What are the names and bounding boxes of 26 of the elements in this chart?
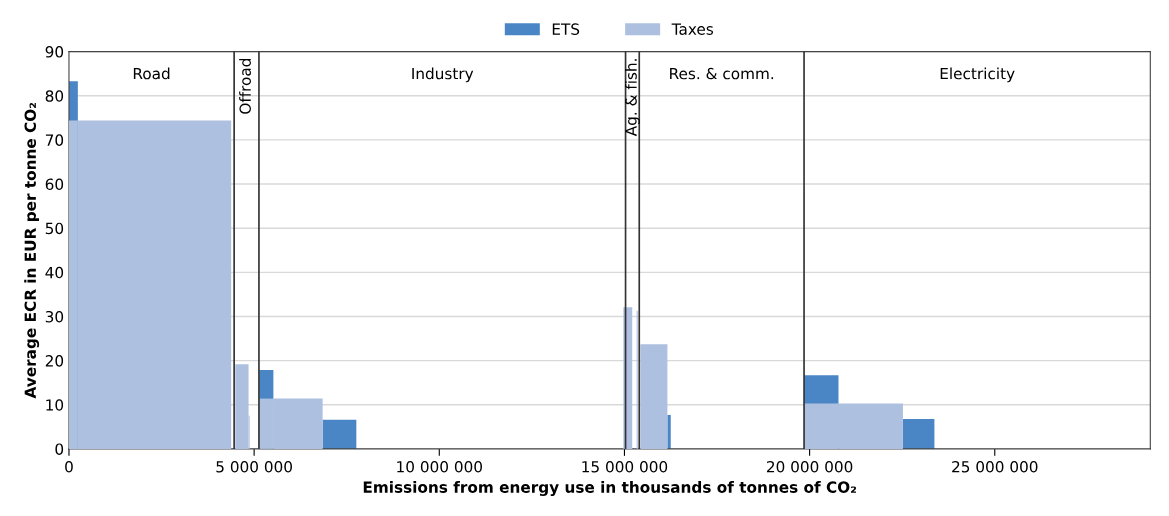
x-tick-label: 20 000 000 (766, 461, 853, 473)
legend-label: Taxes (671, 23, 714, 35)
annotation: Road (133, 67, 170, 80)
annotation: Res. & comm. (670, 67, 774, 80)
annotation: Industry (412, 67, 474, 83)
y-tick-label: 20 (45, 355, 64, 367)
legend-label: ETS (552, 23, 580, 35)
x-tick-label: 10 000 000 (397, 461, 483, 473)
x-tick-label: 15 000 000 (582, 461, 668, 473)
x-tick-label: 25 000 000 (952, 461, 1038, 473)
y-tick-label: 50 (45, 222, 64, 235)
y-tick-label: 70 (45, 134, 64, 146)
y-tick-label: 10 (46, 399, 64, 411)
y-tick-label: 0 (55, 443, 64, 455)
annotation: Offroad (239, 58, 251, 114)
y-tick-label: 40 (45, 266, 64, 279)
y-axis-title: Average ECR in EUR per tonne CO₂ (24, 102, 40, 399)
x-tick-label: 0 (65, 461, 73, 473)
y-tick-label: 60 (45, 178, 64, 191)
annotation: Ag. & fish. (625, 59, 640, 137)
y-tick-label: 90 (45, 46, 64, 58)
y-tick-label: 80 (45, 90, 64, 102)
annotation: Electricity (940, 67, 1015, 83)
x-tick-label: 5 000 000 (216, 461, 292, 473)
x-axis-title: Emissions from energy use in thousands of tonnes of CO₂ (363, 481, 857, 496)
y-tick-label: 30 (45, 310, 64, 323)
